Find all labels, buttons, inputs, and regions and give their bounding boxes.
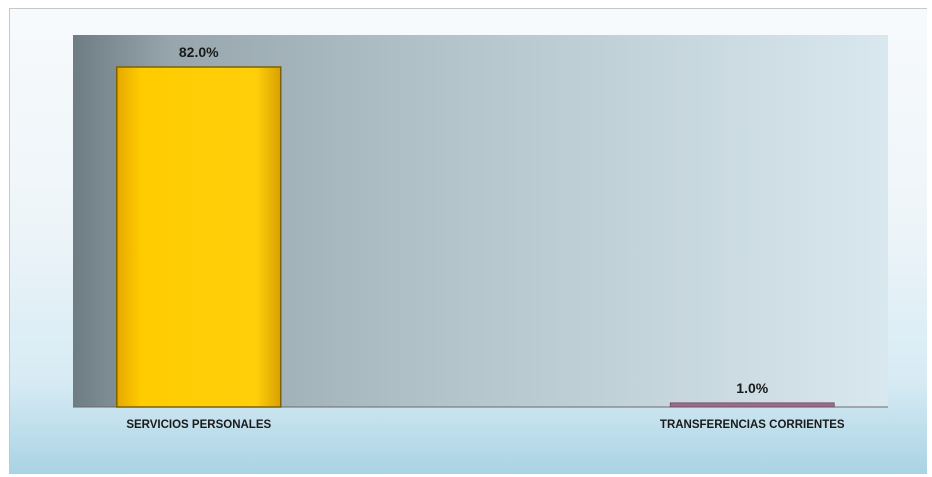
bar-1: [669, 402, 835, 408]
data-label-1: 1.0%: [736, 380, 768, 396]
data-label-0: 82.0%: [179, 44, 219, 60]
category-label-0: SERVICIOS PERSONALES: [126, 419, 271, 431]
category-label-1: TRANSFERENCIAS CORRIENTES: [660, 419, 845, 431]
bar-0: [116, 66, 282, 408]
